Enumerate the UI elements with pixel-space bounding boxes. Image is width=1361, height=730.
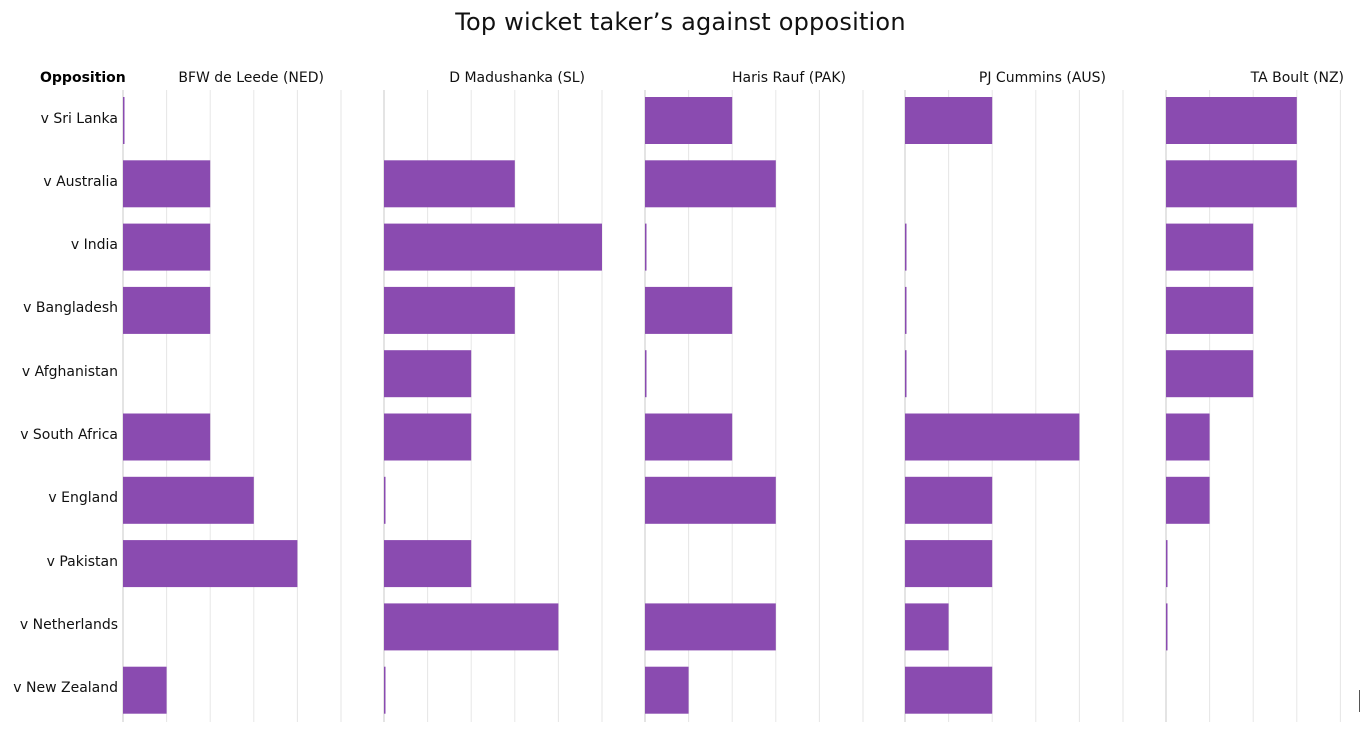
row-label: v India	[70, 237, 118, 254]
bar	[645, 223, 647, 271]
bar	[384, 286, 515, 334]
series-header: Haris Rauf (PAK)	[732, 70, 846, 86]
row-label: v Australia	[43, 173, 118, 190]
row-label: v Afghanistan	[21, 363, 118, 380]
bar	[1166, 603, 1168, 651]
bar	[905, 350, 907, 398]
row-label: v Pakistan	[46, 553, 118, 570]
bar	[1166, 350, 1254, 398]
series-header: D Madushanka (SL)	[449, 70, 585, 86]
row-header: Opposition	[40, 70, 126, 86]
row-label: v England	[48, 490, 118, 507]
series-header: BFW de Leede (NED)	[178, 70, 324, 86]
bar	[1166, 223, 1254, 271]
bar	[123, 476, 254, 524]
chart-title: Top wicket taker’s against opposition	[455, 8, 906, 36]
bar	[1166, 286, 1254, 334]
bar	[905, 540, 993, 588]
bar	[645, 476, 776, 524]
bar	[645, 666, 689, 714]
row-label: v Bangladesh	[23, 300, 118, 317]
panel	[122, 90, 342, 722]
bar	[384, 540, 472, 588]
bar	[384, 160, 515, 208]
bar	[123, 666, 167, 714]
series-header: PJ Cummins (AUS)	[978, 70, 1106, 86]
row-label: v Sri Lanka	[40, 110, 118, 127]
scroll-edge-marker	[1359, 690, 1360, 712]
bar	[645, 286, 733, 334]
bar	[384, 350, 472, 398]
bar	[645, 97, 733, 144]
bar	[1166, 540, 1168, 588]
bar	[905, 603, 949, 651]
panel	[644, 90, 864, 722]
row-label: v South Africa	[20, 427, 118, 443]
bar	[905, 413, 1080, 461]
bar	[905, 97, 993, 144]
bar	[384, 223, 602, 271]
bar	[384, 476, 386, 524]
panel	[1165, 90, 1341, 722]
bar	[384, 413, 472, 461]
bar	[123, 286, 211, 334]
series-header: TA Boult (NZ)	[1250, 70, 1344, 86]
bar	[645, 413, 733, 461]
bar	[1166, 476, 1210, 524]
bar	[123, 97, 125, 144]
bar	[123, 540, 298, 588]
bar	[1166, 97, 1297, 144]
row-label: v New Zealand	[13, 680, 118, 697]
bar	[1166, 413, 1210, 461]
bar	[384, 666, 386, 714]
bar	[123, 223, 211, 271]
bar	[645, 350, 647, 398]
bar	[123, 160, 211, 208]
row-label: v Netherlands	[19, 616, 118, 633]
panel	[383, 90, 603, 722]
bar	[123, 413, 211, 461]
bar	[645, 160, 776, 208]
bar	[1166, 160, 1297, 208]
bar	[905, 666, 993, 714]
bar	[905, 476, 993, 524]
bar	[384, 603, 559, 651]
bar	[645, 603, 776, 651]
panel	[904, 90, 1124, 722]
bar	[905, 223, 907, 271]
bar	[905, 286, 907, 334]
